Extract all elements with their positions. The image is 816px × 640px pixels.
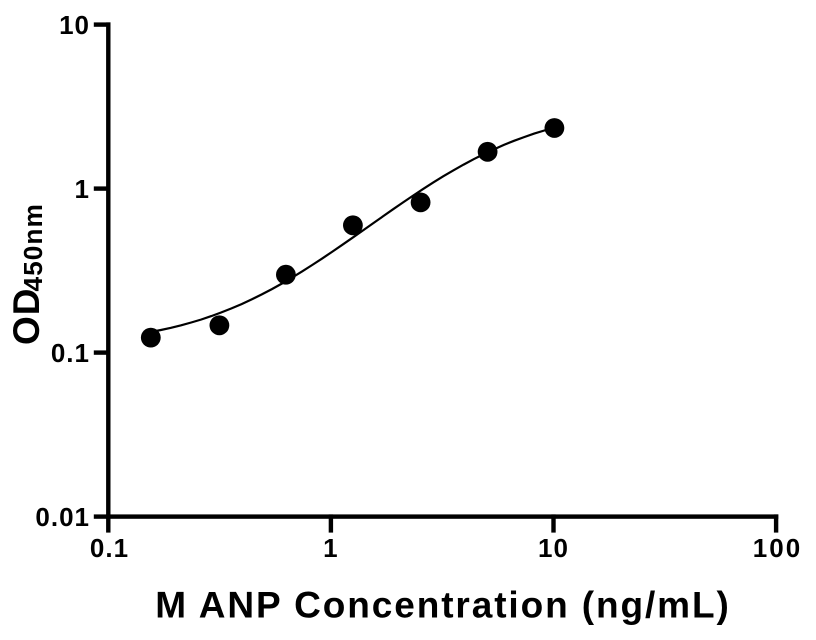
svg-text:10: 10	[59, 10, 90, 40]
svg-text:100: 100	[753, 533, 802, 563]
svg-text:10: 10	[538, 533, 569, 563]
svg-text:0.1: 0.1	[51, 338, 90, 368]
svg-text:1: 1	[323, 533, 338, 563]
svg-text:M ANP Concentration (ng/mL): M ANP Concentration (ng/mL)	[155, 585, 730, 626]
svg-text:0.01: 0.01	[35, 502, 90, 532]
svg-text:1: 1	[75, 174, 90, 204]
svg-text:0.1: 0.1	[90, 533, 129, 563]
